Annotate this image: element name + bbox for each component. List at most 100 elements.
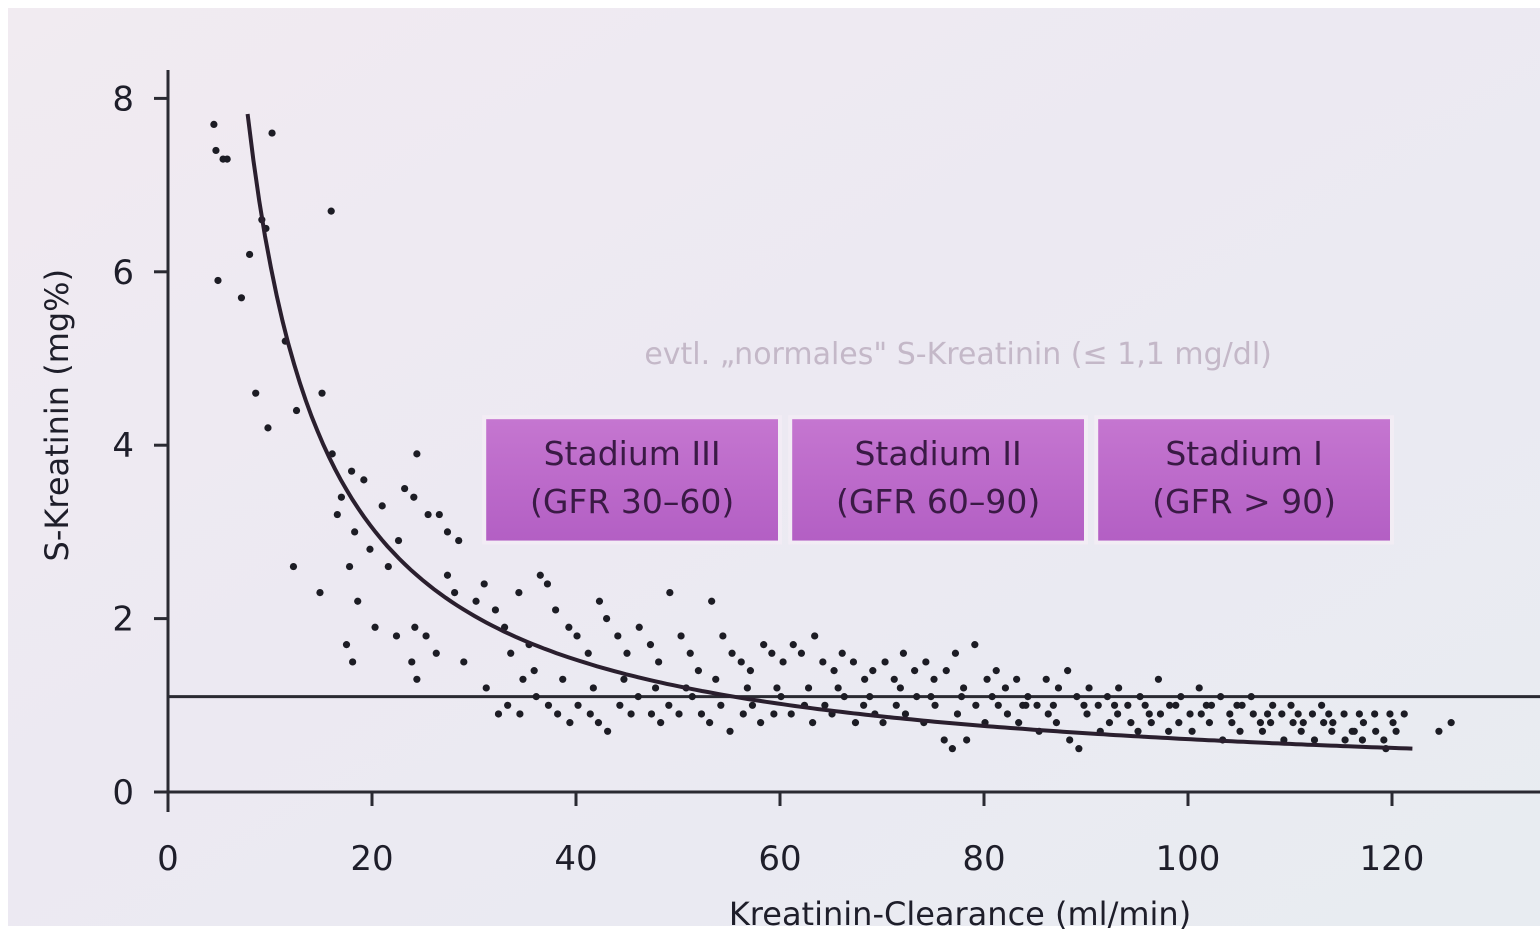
data-point	[1094, 701, 1102, 709]
data-point	[348, 467, 356, 475]
data-point	[1197, 710, 1205, 718]
data-point	[1156, 710, 1165, 718]
data-point	[566, 719, 574, 727]
y-tick-label: 6	[112, 253, 134, 293]
data-point	[1297, 727, 1305, 735]
data-point	[1392, 727, 1400, 735]
data-point	[1019, 701, 1027, 709]
data-point	[665, 701, 673, 709]
data-point	[443, 571, 452, 579]
data-point	[1207, 701, 1216, 709]
data-point	[913, 693, 921, 701]
data-point	[890, 675, 898, 683]
data-point	[746, 667, 755, 675]
data-point	[1400, 710, 1408, 718]
data-point	[451, 588, 459, 597]
data-point	[1166, 701, 1174, 709]
data-point	[1359, 719, 1368, 727]
x-tick-label: 20	[350, 839, 393, 879]
data-point	[819, 658, 827, 666]
y-axis-title: S-Kreatinin (mg%)	[38, 269, 76, 562]
data-point	[899, 649, 908, 657]
data-point	[821, 701, 829, 709]
data-point	[1049, 701, 1057, 709]
data-point	[371, 623, 379, 631]
data-point	[1083, 710, 1091, 718]
data-point	[1358, 736, 1367, 744]
stage-band-rect	[486, 419, 778, 541]
data-point	[694, 667, 703, 675]
data-point	[491, 606, 500, 614]
normal-creatinine-annotation: evtl. „normales" S-Kreatinin (≤ 1,1 mg/d…	[644, 337, 1272, 372]
data-point	[675, 710, 683, 718]
data-point	[408, 658, 416, 666]
data-point	[830, 667, 838, 675]
data-point	[349, 658, 357, 666]
x-tick-label: 60	[758, 839, 801, 879]
data-point	[1195, 684, 1203, 692]
data-point	[655, 658, 663, 666]
data-point	[922, 658, 930, 666]
data-point	[717, 701, 725, 709]
data-point	[972, 701, 980, 709]
data-point	[565, 623, 573, 631]
data-point	[586, 710, 594, 718]
data-point	[1325, 710, 1333, 718]
data-point	[354, 597, 362, 605]
data-point	[760, 641, 768, 649]
data-point	[1003, 710, 1012, 718]
data-point	[573, 632, 581, 640]
data-point	[620, 675, 628, 683]
data-point	[651, 684, 660, 692]
data-point	[384, 562, 392, 571]
data-point	[861, 675, 869, 683]
data-point	[1258, 727, 1267, 735]
data-point	[327, 207, 335, 215]
stage-bands: Stadium III (GFR 30–60) Stadium II (GFR 60–…	[482, 415, 1394, 545]
data-point	[1073, 693, 1081, 701]
data-point	[337, 493, 345, 501]
data-point	[559, 675, 567, 683]
y-tick-label: 8	[112, 79, 134, 119]
data-point	[424, 510, 432, 519]
data-point	[392, 632, 401, 640]
data-point	[1064, 667, 1072, 675]
data-point	[1233, 701, 1241, 709]
data-point	[246, 250, 254, 259]
data-point	[536, 571, 544, 579]
data-point	[930, 675, 938, 683]
data-point	[1134, 727, 1142, 735]
data-point	[809, 719, 817, 727]
data-point	[1165, 727, 1173, 735]
data-point	[1236, 727, 1244, 735]
stage-band-2: Stadium II (GFR 60–90)	[788, 415, 1088, 545]
data-point	[627, 710, 635, 718]
stage-band-3: Stadium I (GFR > 90)	[1094, 415, 1394, 545]
data-point	[688, 693, 696, 701]
data-point	[1154, 675, 1163, 683]
data-point	[860, 701, 868, 709]
data-point	[1389, 719, 1397, 727]
data-point	[768, 649, 776, 657]
data-point	[595, 597, 604, 605]
data-point	[994, 701, 1002, 709]
data-point	[1205, 719, 1214, 727]
data-point	[1340, 710, 1348, 718]
data-point	[1001, 684, 1010, 692]
data-point	[1371, 710, 1379, 718]
data-point	[948, 745, 956, 753]
data-point	[543, 580, 552, 588]
data-point	[992, 667, 1000, 675]
data-point	[1015, 719, 1023, 727]
data-point	[413, 450, 421, 458]
data-point	[789, 641, 797, 649]
data-point	[1124, 701, 1132, 709]
data-point	[333, 510, 341, 519]
data-point	[869, 667, 877, 675]
data-point	[515, 588, 523, 597]
data-point	[1289, 719, 1297, 727]
data-point	[1188, 727, 1196, 735]
data-point	[737, 658, 745, 666]
data-point	[719, 632, 727, 640]
